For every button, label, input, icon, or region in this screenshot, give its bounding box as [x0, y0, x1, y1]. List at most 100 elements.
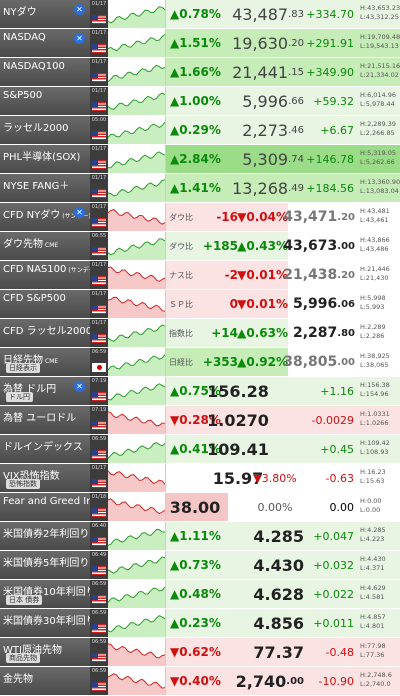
- future-row[interactable]: CFD NYダウ(サンデー)✕01/17 ダウ比 -16▼0.04%43,471.2…: [0, 203, 400, 232]
- compare-label: ダウ比: [169, 212, 193, 222]
- sparkline-chart[interactable]: [108, 580, 166, 608]
- sparkline-chart[interactable]: [108, 58, 166, 86]
- sparkline-chart[interactable]: [108, 609, 166, 637]
- fx-row[interactable]: 為替 ユーロドル 07:19 ▼0.28% 1.0270 -0.0029 H:1.0331…: [0, 406, 400, 435]
- price-value: 15.97: [212, 468, 264, 488]
- fx-row[interactable]: Fear and Greed Index01/1838.000.00%0.00H…: [0, 493, 400, 522]
- bond-row[interactable]: WTI原油先物 商品先物 06:59 ▼0.62% 77.37 -0.48 H:77.98 L…: [0, 638, 400, 667]
- index-row[interactable]: ラッセル2000 05:00 ▲0.29% 2,273.46 +6.67 H:2,289.…: [0, 116, 400, 145]
- sparkline-chart[interactable]: [108, 29, 166, 57]
- index-row[interactable]: S&P500 01/17 ▲1.00% 5,996.66 +59.32 H:6,014.9…: [0, 87, 400, 116]
- sub-link[interactable]: 日経表示: [6, 363, 40, 373]
- price-dec: .20: [337, 211, 355, 223]
- row-label[interactable]: 米国債券30年利回り: [0, 609, 90, 637]
- row-label[interactable]: 為替 ユーロドル: [0, 406, 90, 434]
- x-circle-icon[interactable]: ✕: [74, 381, 85, 392]
- sparkline-chart[interactable]: [108, 203, 166, 231]
- row-label[interactable]: NASDAQ100: [0, 58, 90, 86]
- sparkline-chart[interactable]: [108, 551, 166, 579]
- price: 109.41: [200, 435, 280, 463]
- sparkline-chart[interactable]: [108, 493, 166, 521]
- row-label[interactable]: VIX恐怖指数 恐怖指数: [0, 464, 90, 492]
- row-label[interactable]: ドルインデックス: [0, 435, 90, 463]
- future-row[interactable]: CFD ラッセル2000 01/17 指数比 +14 ▲0.63% 2,287.80 H:2…: [0, 319, 400, 348]
- index-row[interactable]: NASDAQ100 01/17 ▲1.66% 21,441.15 +349.90 H:21…: [0, 58, 400, 87]
- change-value: +59.32: [313, 94, 354, 108]
- row-tag: (サンデー): [68, 267, 90, 274]
- index-row[interactable]: NYダウ ✕ 01/17 ▲0.78% 43,487.83 +334.70 H:43,653…: [0, 0, 400, 29]
- bond-row[interactable]: 金先物 06:59 ▼0.40% 2,740.00 -10.90 H:2,748.6 L:2…: [0, 667, 400, 696]
- sparkline-chart[interactable]: [108, 116, 166, 144]
- sparkline-chart[interactable]: [108, 145, 166, 173]
- price-int: 4.856: [253, 613, 304, 633]
- sparkline-svg: [108, 179, 165, 202]
- row-label[interactable]: NASDAQ ✕: [0, 29, 90, 57]
- low-value: L:43,461: [360, 216, 389, 224]
- fx-row[interactable]: ドルインデックス 06:59 ▲0.41% 109.41 +0.45 H:109.42 L:…: [0, 435, 400, 464]
- future-row[interactable]: 日経先物 CME 日経表示 06:59 日経比 +353 ▲0.92% 38,805.00 H:…: [0, 348, 400, 377]
- bond-row[interactable]: 米国債券10年利回り 日本 債券 06:59 ▲0.48% 4.628 +0.022 H:4…: [0, 580, 400, 609]
- row-label[interactable]: PHL半導体(SOX): [0, 145, 90, 173]
- bond-row[interactable]: 米国債券2年利回り 06:40 ▲1.11% 4.285 +0.047 H:4.285 L:…: [0, 522, 400, 551]
- row-label[interactable]: 米国債券5年利回り: [0, 551, 90, 579]
- sparkline-chart[interactable]: [108, 261, 166, 289]
- change-value: -0.63: [325, 471, 354, 485]
- sparkline-chart[interactable]: [108, 638, 166, 666]
- row-label[interactable]: CFD NYダウ(サンデー)✕: [0, 203, 90, 231]
- sub-link[interactable]: ドル円: [6, 392, 33, 402]
- row-label[interactable]: NYSE FANG＋: [0, 174, 90, 202]
- fx-row[interactable]: VIX恐怖指数 恐怖指数 01/17 15.97 ▼3.80% -0.63 H:16.23 L…: [0, 464, 400, 493]
- sparkline-chart[interactable]: [108, 377, 166, 405]
- future-row[interactable]: CFD NAS100(サンデー)01/17 ナス比 -2▼0.01%21,438.2…: [0, 261, 400, 290]
- row-label[interactable]: CFD NAS100(サンデー): [0, 261, 90, 289]
- row-label[interactable]: CFD ラッセル2000: [0, 319, 90, 347]
- sparkline-chart[interactable]: [108, 406, 166, 434]
- sparkline-chart[interactable]: [108, 435, 166, 463]
- sparkline-chart[interactable]: [108, 0, 166, 28]
- row-label[interactable]: S&P500: [0, 87, 90, 115]
- row-label[interactable]: ラッセル2000: [0, 116, 90, 144]
- sparkline-chart[interactable]: [108, 319, 166, 347]
- change-value: +353: [202, 355, 238, 369]
- sparkline-chart[interactable]: [108, 87, 166, 115]
- sparkline-chart[interactable]: [108, 464, 166, 492]
- sub-link[interactable]: 商品先物: [6, 653, 40, 663]
- sparkline-chart[interactable]: [108, 667, 166, 695]
- index-row[interactable]: NYSE FANG＋ 01/17 ▲1.41% 13,268.49 +184.56 H:1…: [0, 174, 400, 203]
- row-label[interactable]: NYダウ ✕: [0, 0, 90, 28]
- bond-row[interactable]: 米国債券30年利回り 06:59 ▲0.23% 4.856 +0.011 H:4.857 L…: [0, 609, 400, 638]
- future-row[interactable]: ダウ先物 CME 06:55 ダウ比 +185 ▲0.43% 43,673.00 H:43,8…: [0, 232, 400, 261]
- sparkline-chart[interactable]: [108, 290, 166, 318]
- sparkline-chart[interactable]: [108, 522, 166, 550]
- index-row[interactable]: PHL半導体(SOX) 01/17 ▲2.84% 5,309.74 +146.78 H:5…: [0, 145, 400, 174]
- sub-link[interactable]: 恐怖指数: [6, 479, 40, 489]
- x-circle-icon[interactable]: ✕: [74, 207, 85, 218]
- future-row[interactable]: CFD S&P500 01/17 ＳＰ比 0 ▼0.01% 5,996.06 H:5,998…: [0, 290, 400, 319]
- row-label[interactable]: CFD S&P500: [0, 290, 90, 318]
- row-label[interactable]: 米国債券2年利回り: [0, 522, 90, 550]
- fx-row[interactable]: 為替 ドル円 ✕ ドル円 07:19 ▲0.75% 156.28 +1.16 H:156.38…: [0, 377, 400, 406]
- index-row[interactable]: NASDAQ ✕ 01/17 ▲1.51% 19,630.20 +291.91 H:19,7…: [0, 29, 400, 58]
- flag-cell: 06:59: [90, 435, 108, 463]
- row-label[interactable]: 米国債券10年利回り 日本 債券: [0, 580, 90, 608]
- row-label-text: CFD S&P500: [3, 293, 66, 304]
- row-label[interactable]: Fear and Greed Index: [0, 493, 90, 521]
- flag-cell: 01/17: [90, 203, 108, 231]
- sparkline-chart[interactable]: [108, 348, 166, 376]
- price: 4.856: [228, 609, 308, 637]
- x-circle-icon[interactable]: ✕: [74, 33, 85, 44]
- flag-cell: 06:49: [90, 551, 108, 579]
- sparkline-chart[interactable]: [108, 174, 166, 202]
- row-label[interactable]: ダウ先物 CME: [0, 232, 90, 260]
- bond-row[interactable]: 米国債券5年利回り 06:49 ▲0.73% 4.430 +0.032 H:4.430 L:…: [0, 551, 400, 580]
- row-label[interactable]: 日経先物 CME 日経表示: [0, 348, 90, 376]
- row-label[interactable]: 金先物: [0, 667, 90, 695]
- price: 4.628: [228, 580, 308, 608]
- us-flag-icon: [92, 450, 106, 459]
- row-label[interactable]: WTI原油先物 商品先物: [0, 638, 90, 666]
- high-low: H:43,653.23 L:43,312.25: [358, 0, 400, 28]
- x-circle-icon[interactable]: ✕: [74, 4, 85, 15]
- sub-link[interactable]: 日本 債券: [6, 595, 43, 605]
- row-label[interactable]: 為替 ドル円 ✕ ドル円: [0, 377, 90, 405]
- sparkline-chart[interactable]: [108, 232, 166, 260]
